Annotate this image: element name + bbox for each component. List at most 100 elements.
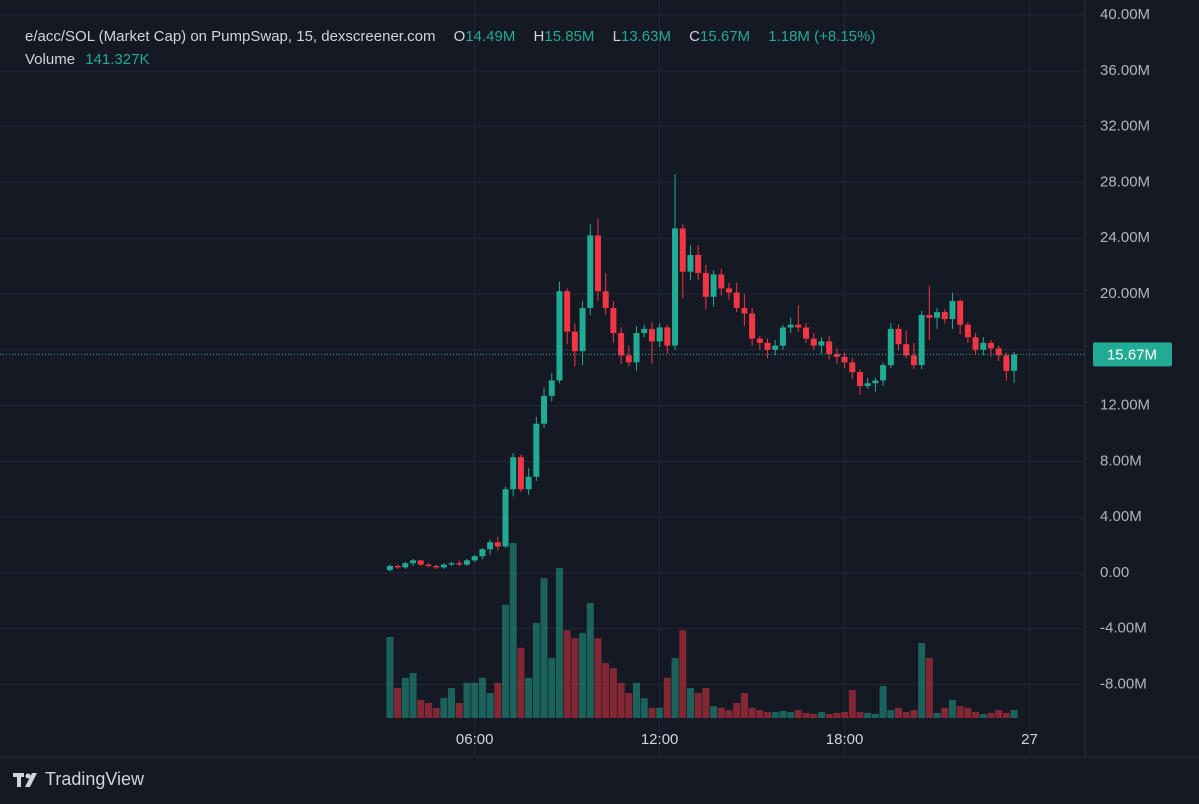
candle-body	[826, 341, 833, 354]
volume-bar	[679, 630, 687, 718]
volume-bar	[871, 714, 879, 718]
volume-bar	[771, 712, 779, 718]
candle-body	[602, 291, 609, 308]
volume-bar	[440, 697, 448, 718]
volume-bar	[494, 682, 502, 718]
volume-bar	[517, 647, 525, 718]
volume-bar	[879, 686, 887, 718]
readout-value: 15.67M	[700, 28, 751, 45]
volume-layer	[386, 543, 1018, 718]
candle-body	[487, 542, 494, 550]
volume-bar	[448, 687, 456, 718]
volume-bar	[417, 699, 425, 718]
candle-body	[841, 356, 848, 363]
candle-body	[525, 476, 532, 490]
volume-bar	[563, 630, 571, 718]
candle-body	[710, 274, 717, 297]
candle-body	[594, 235, 601, 292]
volume-bar	[787, 712, 795, 718]
volume-bar	[401, 677, 409, 718]
candle-body	[648, 328, 655, 342]
axes: -8.00M-4.00M0.004.00M8.00M12.00M16.00M20…	[456, 6, 1172, 748]
candle-body	[672, 228, 679, 346]
last-price-label: 15.67M	[1107, 346, 1157, 363]
candle-body	[895, 328, 902, 345]
candle-body	[556, 291, 563, 381]
candle-body	[471, 556, 478, 561]
volume-bar	[1010, 709, 1018, 718]
volume-bar	[502, 604, 510, 718]
candle-body	[479, 549, 486, 557]
volume-bar	[817, 712, 825, 718]
candle-body	[433, 565, 440, 568]
volume-bar	[910, 710, 918, 718]
readout-value: 15.85M	[544, 28, 595, 45]
volume-bar	[694, 693, 702, 718]
candle-body	[718, 274, 725, 289]
volume-bar	[733, 702, 741, 718]
volume-bar	[386, 637, 394, 718]
candle-body	[502, 489, 509, 547]
candle-layer	[0, 174, 1085, 572]
last-price-tag	[1093, 342, 1172, 367]
y-tick-label: 12.00M	[1100, 397, 1150, 414]
y-tick-label: -8.00M	[1100, 675, 1147, 692]
volume-bar	[748, 707, 756, 718]
candle-body	[995, 348, 1002, 356]
volume-bar	[895, 707, 903, 718]
candle-body	[625, 355, 632, 363]
volume-bar	[525, 677, 533, 718]
candle-body	[803, 327, 810, 339]
volume-bar	[887, 710, 895, 718]
candle-body	[1003, 355, 1010, 371]
volume-bar	[663, 677, 671, 718]
watermark: TradingView	[45, 769, 145, 789]
candle-body	[856, 372, 863, 387]
header: e/acc/SOL (Market Cap) on PumpSwap, 15, …	[25, 28, 875, 45]
volume-bar	[540, 578, 548, 718]
volume-bar	[648, 707, 656, 718]
candle-body	[741, 307, 748, 314]
candle-body	[702, 273, 709, 297]
volume-bar	[656, 707, 664, 718]
candle-body	[910, 355, 917, 366]
readout-value: 13.63M	[620, 28, 671, 45]
volume-bar	[486, 693, 494, 718]
y-tick-label: 4.00M	[1100, 508, 1142, 525]
volume-bar	[848, 689, 856, 718]
candle-body	[417, 560, 424, 565]
volume-bar	[555, 567, 563, 718]
candle-body	[880, 365, 887, 381]
candle-body	[833, 353, 840, 357]
x-tick-label: 18:00	[826, 731, 864, 748]
x-tick-label: 12:00	[641, 731, 679, 748]
candle-body	[864, 383, 871, 387]
y-tick-label: 36.00M	[1100, 62, 1150, 79]
candle-body	[941, 312, 948, 320]
volume-bar	[794, 710, 802, 718]
volume-bar	[948, 699, 956, 718]
readout-label: C	[689, 28, 700, 45]
candle-body	[510, 457, 517, 490]
volume-bar	[471, 682, 479, 718]
candle-body	[772, 345, 779, 350]
volume-bar	[1002, 712, 1010, 718]
volume-bar	[432, 707, 440, 718]
candle-body	[571, 331, 578, 352]
volume-bar	[640, 698, 648, 718]
candle-body	[448, 563, 455, 565]
y-tick-label: 40.00M	[1100, 6, 1150, 23]
volume-bar	[571, 638, 579, 718]
volume-bar	[633, 682, 641, 718]
y-tick-label: 24.00M	[1100, 229, 1150, 246]
volume-bar	[702, 687, 710, 718]
volume-bar	[509, 543, 517, 718]
volume-bar	[740, 693, 748, 718]
candle-body	[610, 307, 617, 334]
volume-bar	[455, 702, 463, 718]
candle-body	[1011, 354, 1018, 371]
volume-bar	[394, 687, 402, 718]
candle-body	[872, 380, 879, 384]
candle-body	[926, 314, 933, 318]
candle-body	[695, 254, 702, 274]
